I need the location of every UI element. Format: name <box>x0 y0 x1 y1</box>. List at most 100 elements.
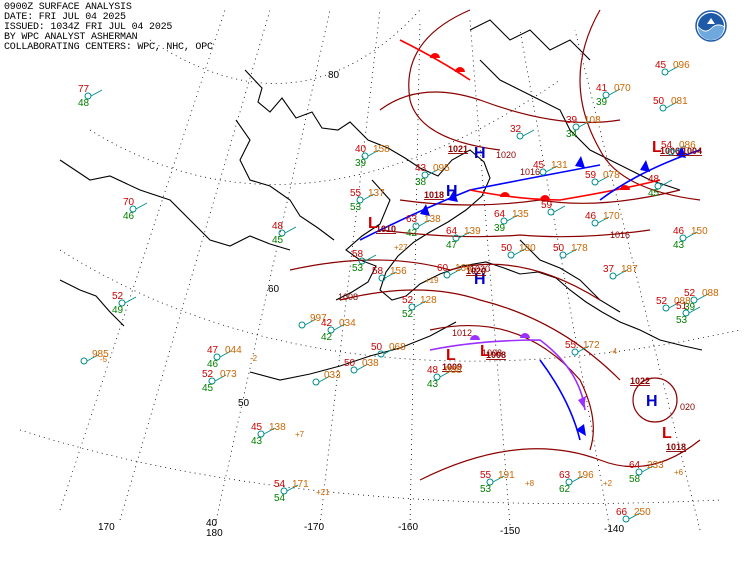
dewpoint-value: 54 <box>274 493 286 504</box>
low-pressure-label: L <box>652 139 662 156</box>
isobar-label: 1012 <box>452 328 472 338</box>
wind-barb <box>545 165 558 173</box>
pressure-value: 139 <box>464 226 481 237</box>
pressure-tendency: +7 <box>295 430 305 439</box>
temperature-value: 52 <box>112 291 124 302</box>
wind-barb <box>286 484 299 492</box>
station-plot: 50 081 <box>653 96 688 112</box>
isobar-label: 1008 <box>338 292 358 302</box>
station-plot: 40 39 158 <box>355 144 390 169</box>
wind-barb <box>577 345 590 353</box>
dewpoint-value: 34 <box>566 129 578 140</box>
dewpoint-value: 39 <box>494 223 506 234</box>
temperature-value: 59 <box>585 170 597 181</box>
temperature-value: 50 <box>501 243 513 254</box>
kamchatka-coast <box>59 279 125 327</box>
pressure-tendency: -5 <box>100 355 108 364</box>
dewpoint-value: 53 <box>350 202 362 213</box>
temperature-value: 63 <box>406 214 418 225</box>
wind-barb <box>553 205 566 213</box>
station-plot: 60 166 <box>437 263 472 279</box>
station-plot: 45 096 <box>655 60 690 76</box>
wind-barb <box>449 268 462 276</box>
station-plot: 54 086 <box>661 140 696 156</box>
pressure-value: 086 <box>679 140 696 151</box>
temperature-value: 77 <box>78 84 90 95</box>
isobar-label: 1016 <box>520 167 540 177</box>
graticule <box>19 9 741 531</box>
canada-arctic-coast <box>479 59 681 191</box>
wind-barb <box>628 512 641 520</box>
station-plot: 48 43 088 <box>427 365 462 390</box>
temperature-value: 64 <box>629 460 641 471</box>
station-plot: 41 39 070 <box>596 83 631 108</box>
pressure-value: 108 <box>584 115 601 126</box>
wind-barb <box>565 248 578 256</box>
high-pressure-label: H <box>446 183 458 200</box>
dewpoint-value: 46 <box>123 211 135 222</box>
station-plot: 39 34 108 <box>566 115 601 140</box>
wind-barb <box>414 300 427 308</box>
temperature-value: 70 <box>123 197 135 208</box>
pressure-value: 138 <box>269 422 286 433</box>
temperature-value: 66 <box>616 507 628 518</box>
cold-front <box>539 359 581 441</box>
pressure-value: 081 <box>671 96 688 107</box>
wind-barb <box>124 296 137 304</box>
temperature-value: 64 <box>446 226 458 237</box>
wind-barb <box>673 145 686 153</box>
pressure-value: 073 <box>220 369 237 380</box>
station-plot: 50 178 <box>553 243 588 259</box>
station-plot: 50 038 <box>344 358 379 374</box>
dewpoint-value: 45 <box>202 383 214 394</box>
temperature-value: 46 <box>673 226 685 237</box>
dewpoint-value: 45 <box>272 235 284 246</box>
longitude-label: -140 <box>604 524 624 535</box>
wind-barb <box>418 219 431 227</box>
header-analysis-time: 0900Z SURFACE ANALYSIS <box>4 2 132 13</box>
pressure-centers: H 1021 H 1018 L 1010 H 1020 L 1009 L 100… <box>368 139 702 452</box>
dewpoint-value: 49 <box>112 305 124 316</box>
temperature-value: 58 <box>352 249 364 260</box>
pressure-value: 033 <box>324 370 341 381</box>
pressure-value: 191 <box>498 470 515 481</box>
pressure-value: 150 <box>691 226 708 237</box>
high-pressure-label: H <box>474 271 486 288</box>
pressure-tendency: +6 <box>674 468 684 477</box>
station-plot: 59 078 <box>585 170 620 186</box>
station-plot: 63 42 138 <box>406 214 441 239</box>
pressure-value: 096 <box>673 60 690 71</box>
wind-barb <box>578 120 591 128</box>
coastlines <box>59 19 703 381</box>
warm-front <box>399 39 471 81</box>
noaa-logo <box>695 10 727 42</box>
temperature-value: 64 <box>494 209 506 220</box>
dewpoint-value: 39 <box>355 158 367 169</box>
map-header: 0900Z SURFACE ANALYSIS DATE: FRI JUL 04 … <box>4 3 213 53</box>
longitude-label: -150 <box>500 526 520 537</box>
pressure-value: 156 <box>390 266 407 277</box>
station-plot: 64 47 139 <box>446 226 481 251</box>
wind-barb <box>214 374 227 382</box>
low-pressure-value: 1009 <box>442 362 462 372</box>
pressure-value: 250 <box>634 507 651 518</box>
wind-barb <box>506 214 519 222</box>
pressure-value: 172 <box>583 340 600 351</box>
wind-barb <box>135 202 148 210</box>
wind-barb <box>333 323 346 331</box>
chukotka-coast <box>59 159 291 251</box>
wind-barb <box>439 370 452 378</box>
station-plot: 50 180 <box>501 243 536 259</box>
dewpoint-value: 52 <box>402 309 414 320</box>
header-centers: COLLABORATING CENTERS: WPC, NHC, OPC <box>4 42 213 53</box>
station-circle <box>80 357 88 365</box>
station-plot: 46 43 150 <box>673 226 708 251</box>
station-plot: 55 172 <box>565 340 600 356</box>
dewpoint-value: 58 <box>629 474 641 485</box>
temperature-value: 54 <box>274 479 286 490</box>
temperature-value: 42 <box>321 318 333 329</box>
pressure-value: 171 <box>292 479 309 490</box>
pressure-tendency: +2 <box>603 479 613 488</box>
pressure-tendency: -2 <box>250 354 258 363</box>
